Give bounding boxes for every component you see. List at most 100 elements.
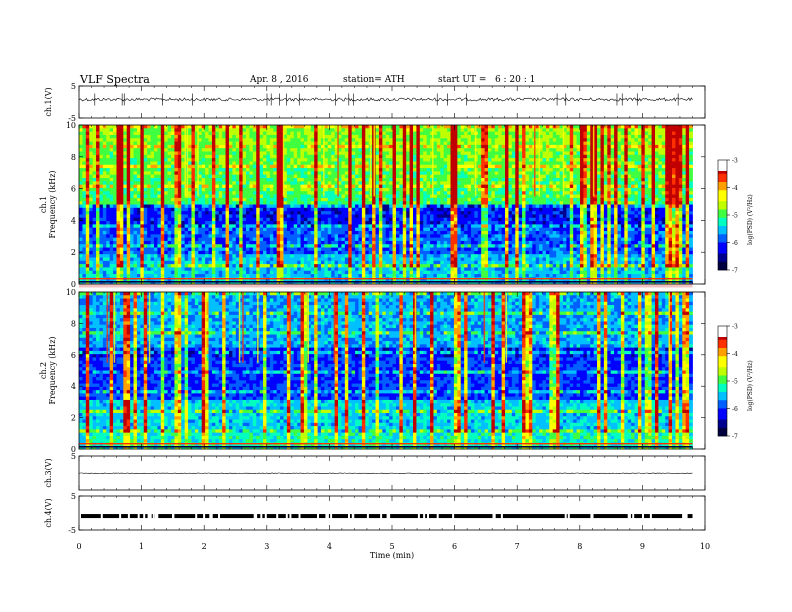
heatmap-cell bbox=[631, 134, 635, 139]
heatmap-cell bbox=[413, 134, 417, 139]
heatmap-cell bbox=[597, 158, 601, 162]
heatmap-cell bbox=[406, 141, 410, 146]
heatmap-cell bbox=[648, 181, 652, 186]
heatmap-cell bbox=[580, 164, 584, 169]
heatmap-cell bbox=[113, 128, 117, 133]
heatmap-cell bbox=[266, 207, 271, 212]
heatmap-cell bbox=[300, 178, 305, 182]
heatmap-cell bbox=[85, 187, 90, 192]
heatmap-cell bbox=[385, 174, 390, 179]
heatmap-cell bbox=[205, 154, 209, 159]
heatmap-cell bbox=[218, 171, 223, 176]
heatmap-cell bbox=[348, 197, 353, 202]
heatmap-cell bbox=[552, 161, 557, 166]
heatmap-cell bbox=[228, 125, 233, 129]
heatmap-cell bbox=[143, 144, 148, 149]
heatmap-cell bbox=[467, 131, 472, 136]
heatmap-cell bbox=[484, 207, 489, 212]
heatmap-cell bbox=[286, 187, 291, 192]
heatmap-cell bbox=[460, 171, 465, 176]
heatmap-cell bbox=[79, 125, 83, 129]
heatmap-cell bbox=[338, 191, 342, 195]
heatmap-cell bbox=[583, 181, 588, 186]
heatmap-cell bbox=[402, 211, 407, 215]
heatmap-cell bbox=[481, 125, 485, 129]
heatmap-cell bbox=[487, 148, 492, 152]
heatmap-cell bbox=[583, 164, 588, 169]
heatmap-cell bbox=[682, 134, 687, 139]
heatmap-cell bbox=[654, 151, 659, 156]
heatmap-cell bbox=[344, 144, 349, 149]
heatmap-cell bbox=[409, 125, 414, 129]
heatmap-cell bbox=[627, 141, 632, 146]
heatmap-cell bbox=[505, 138, 509, 142]
heatmap-cell bbox=[269, 164, 274, 169]
heatmap-cell bbox=[562, 148, 567, 152]
heatmap-cell bbox=[242, 178, 247, 182]
heatmap-cell bbox=[494, 211, 499, 215]
heatmap-cell bbox=[440, 134, 445, 139]
heatmap-cell bbox=[409, 174, 414, 179]
heatmap-cell bbox=[491, 164, 496, 169]
heatmap-cell bbox=[426, 151, 431, 156]
heatmap-cell bbox=[140, 207, 145, 212]
heatmap-cell bbox=[515, 204, 520, 209]
heatmap-cell bbox=[518, 128, 523, 133]
heatmap-cell bbox=[556, 181, 560, 186]
heatmap-cell bbox=[136, 184, 141, 189]
heatmap-cell bbox=[603, 148, 608, 152]
heatmap-cell bbox=[525, 151, 530, 156]
heatmap-cell bbox=[355, 197, 359, 202]
heatmap-cell bbox=[92, 141, 97, 146]
heatmap-cell bbox=[252, 141, 257, 146]
heatmap-cell bbox=[300, 184, 305, 189]
heatmap-cell bbox=[181, 168, 186, 172]
heatmap-cell bbox=[263, 131, 267, 136]
heatmap-cell bbox=[205, 211, 209, 215]
heatmap-cell bbox=[685, 148, 690, 152]
heatmap-cell bbox=[89, 197, 94, 202]
heatmap-cell bbox=[501, 207, 506, 212]
heatmap-cell bbox=[297, 174, 301, 179]
heatmap-cell bbox=[590, 138, 595, 142]
heatmap-cell bbox=[569, 148, 574, 152]
heatmap-cell bbox=[665, 211, 670, 215]
heatmap-cell bbox=[113, 201, 117, 205]
heatmap-cell bbox=[511, 138, 516, 142]
heatmap-cell bbox=[153, 201, 158, 205]
heatmap-cell bbox=[637, 171, 642, 176]
heatmap-cell bbox=[136, 144, 141, 149]
heatmap-cell bbox=[194, 168, 199, 172]
heatmap-cell bbox=[569, 164, 574, 169]
heatmap-cell bbox=[559, 141, 564, 146]
heatmap-cell bbox=[685, 201, 690, 205]
heatmap-cell bbox=[651, 178, 656, 182]
heatmap-cell bbox=[150, 151, 155, 156]
heatmap-cell bbox=[624, 178, 629, 182]
heatmap-cell bbox=[634, 171, 639, 176]
heatmap-cell bbox=[382, 125, 387, 129]
heatmap-cell bbox=[453, 131, 458, 136]
heatmap-cell bbox=[85, 174, 90, 179]
heatmap-cell bbox=[675, 154, 680, 159]
heatmap-cell bbox=[252, 164, 257, 169]
heatmap-cell bbox=[228, 134, 233, 139]
heatmap-cell bbox=[603, 158, 608, 162]
heatmap-cell bbox=[409, 194, 414, 199]
heatmap-cell bbox=[283, 164, 288, 169]
heatmap-cell bbox=[205, 201, 209, 205]
heatmap-cell bbox=[453, 184, 458, 189]
heatmap-cell bbox=[590, 204, 595, 209]
heatmap-cell bbox=[637, 141, 642, 146]
heatmap-cell bbox=[433, 141, 438, 146]
heatmap-cell bbox=[644, 184, 649, 189]
heatmap-cell bbox=[232, 171, 237, 176]
heatmap-cell bbox=[361, 194, 366, 199]
heatmap-cell bbox=[409, 171, 414, 176]
heatmap-cell bbox=[426, 207, 431, 212]
heatmap-cell bbox=[409, 131, 414, 136]
heatmap-cell bbox=[498, 181, 503, 186]
heatmap-cell bbox=[545, 181, 550, 186]
heatmap-cell bbox=[191, 204, 196, 209]
heatmap-cell bbox=[644, 181, 649, 186]
